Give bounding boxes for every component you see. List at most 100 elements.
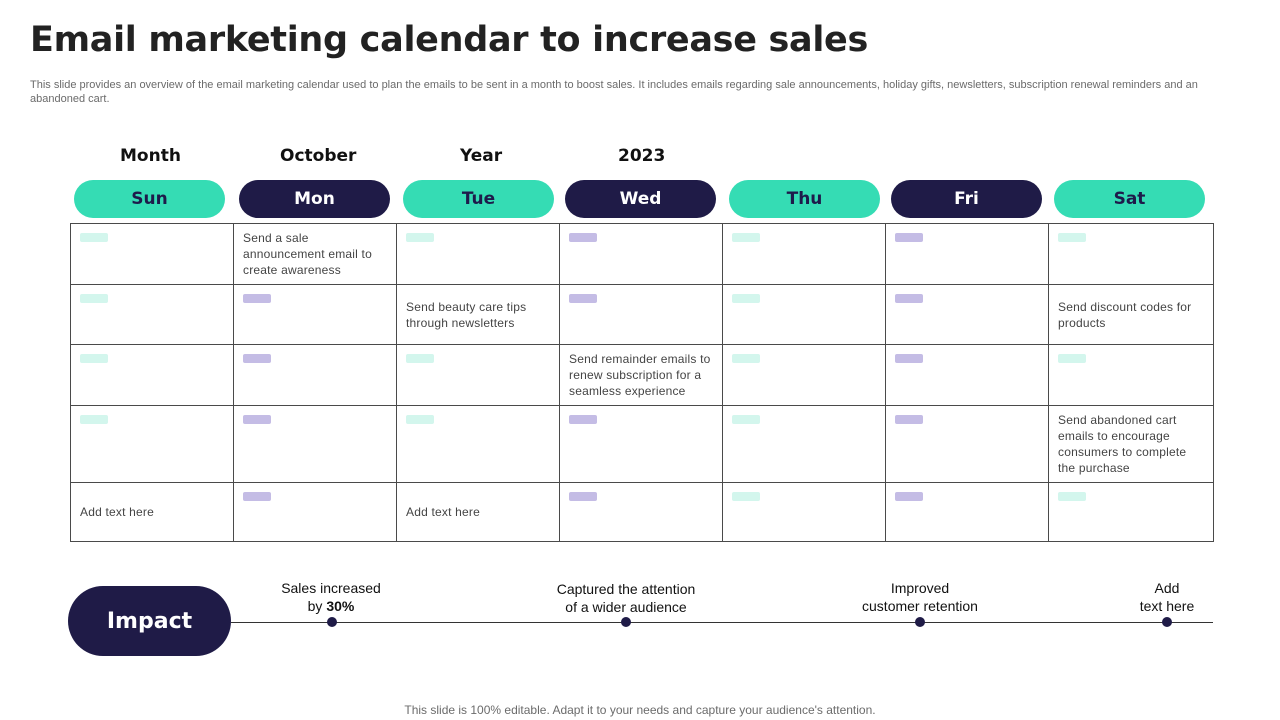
- day-header-thu: Thu: [729, 180, 880, 218]
- calendar-cell: [233, 344, 397, 406]
- milestone-audience: Captured the attention of a wider audien…: [536, 580, 716, 616]
- milestone-sales: Sales increased by 30%: [241, 579, 421, 615]
- milestone-add-text: Add text here: [1077, 579, 1257, 615]
- year-label: Year: [460, 146, 503, 166]
- day-header-fri: Fri: [891, 180, 1042, 218]
- date-placeholder-chip: [243, 492, 271, 501]
- calendar-cell: [559, 482, 723, 542]
- milestone-line2: customer retention: [862, 598, 978, 614]
- calendar-cell: [233, 284, 397, 345]
- date-placeholder-chip: [1058, 492, 1086, 501]
- date-placeholder-chip: [732, 492, 760, 501]
- date-placeholder-chip: [569, 294, 597, 303]
- date-placeholder-chip: [243, 415, 271, 424]
- calendar-cell-text: Send discount codes for products: [1058, 299, 1192, 330]
- impact-label: Impact: [68, 586, 231, 656]
- calendar-cell-text: Add text here: [406, 505, 480, 519]
- impact-timeline: [231, 622, 1213, 623]
- calendar-cell: [722, 284, 886, 345]
- calendar-cell: [885, 482, 1049, 542]
- page-title: Email marketing calendar to increase sal…: [30, 20, 869, 60]
- calendar-cell: [885, 405, 1049, 483]
- calendar-cell: Send a sale announcement email to create…: [233, 223, 397, 285]
- calendar-cell: Send discount codes for products: [1048, 284, 1214, 345]
- timeline-dot: [327, 617, 337, 627]
- month-label: Month: [120, 146, 181, 166]
- date-placeholder-chip: [80, 233, 108, 242]
- timeline-dot: [1162, 617, 1172, 627]
- calendar-cell: [559, 223, 723, 285]
- date-placeholder-chip: [895, 233, 923, 242]
- date-placeholder-chip: [406, 354, 434, 363]
- page-subtitle: This slide provides an overview of the e…: [30, 79, 1198, 105]
- calendar-cell: [70, 344, 234, 406]
- month-value: October: [280, 146, 357, 166]
- date-placeholder-chip: [895, 492, 923, 501]
- calendar-cell: [885, 223, 1049, 285]
- date-placeholder-chip: [732, 354, 760, 363]
- calendar-cell: [722, 223, 886, 285]
- milestone-line1: Add: [1154, 580, 1180, 596]
- calendar-row: Send a sale announcement email to create…: [70, 223, 1214, 285]
- date-placeholder-chip: [243, 294, 271, 303]
- date-placeholder-chip: [243, 354, 271, 363]
- day-header-sun: Sun: [74, 180, 225, 218]
- calendar-cell: Add text here: [70, 482, 234, 542]
- calendar-cell-text: Send remainder emails to renew subscript…: [569, 352, 711, 398]
- date-placeholder-chip: [80, 294, 108, 303]
- calendar-row: Add text here Add text here: [70, 482, 1214, 542]
- calendar-cell: [722, 482, 886, 542]
- calendar-cell: [885, 344, 1049, 406]
- milestone-retention: Improved customer retention: [830, 579, 1010, 615]
- calendar-cell: [1048, 344, 1214, 406]
- calendar-cell: Send remainder emails to renew subscript…: [559, 344, 723, 406]
- calendar-cell: [233, 482, 397, 542]
- timeline-dot: [915, 617, 925, 627]
- date-placeholder-chip: [569, 233, 597, 242]
- timeline-dot: [621, 617, 631, 627]
- calendar-row: Send beauty care tips through newsletter…: [70, 284, 1214, 345]
- year-value: 2023: [618, 146, 666, 166]
- calendar-cell-text: Send a sale announcement email to create…: [243, 231, 372, 277]
- date-placeholder-chip: [732, 294, 760, 303]
- date-placeholder-chip: [80, 354, 108, 363]
- calendar-cell: [70, 405, 234, 483]
- calendar-cell: Add text here: [396, 482, 560, 542]
- date-placeholder-chip: [80, 415, 108, 424]
- date-placeholder-chip: [406, 415, 434, 424]
- day-header-sat: Sat: [1054, 180, 1205, 218]
- day-header-tue: Tue: [403, 180, 554, 218]
- calendar-cell: [1048, 482, 1214, 542]
- calendar-cell: [70, 284, 234, 345]
- day-header-wed: Wed: [565, 180, 716, 218]
- calendar-cell: [1048, 223, 1214, 285]
- footer-note: This slide is 100% editable. Adapt it to…: [404, 703, 876, 717]
- date-placeholder-chip: [895, 415, 923, 424]
- calendar-cell: [70, 223, 234, 285]
- date-placeholder-chip: [895, 354, 923, 363]
- date-placeholder-chip: [1058, 233, 1086, 242]
- calendar-cell: Send abandoned cart emails to encourage …: [1048, 405, 1214, 483]
- date-placeholder-chip: [569, 415, 597, 424]
- date-placeholder-chip: [569, 492, 597, 501]
- milestone-highlight: 30%: [326, 598, 355, 614]
- day-header-mon: Mon: [239, 180, 390, 218]
- date-placeholder-chip: [895, 294, 923, 303]
- calendar-cell: [559, 405, 723, 483]
- calendar-grid: Send a sale announcement email to create…: [70, 223, 1214, 542]
- calendar-row: Send abandoned cart emails to encourage …: [70, 405, 1214, 483]
- date-placeholder-chip: [406, 233, 434, 242]
- calendar-cell-text: Add text here: [80, 505, 154, 519]
- calendar-cell: [885, 284, 1049, 345]
- calendar-cell: [396, 405, 560, 483]
- milestone-line2: by: [307, 598, 327, 614]
- calendar-cell: [722, 344, 886, 406]
- milestone-line1: Improved: [890, 580, 950, 596]
- milestone-line1: Captured the attention: [556, 581, 696, 597]
- calendar-cell: [559, 284, 723, 345]
- milestone-line1: Sales increased: [281, 580, 381, 596]
- calendar-cell: [722, 405, 886, 483]
- calendar-cell: Send beauty care tips through newsletter…: [396, 284, 560, 345]
- milestone-line2: text here: [1139, 598, 1195, 614]
- date-placeholder-chip: [732, 233, 760, 242]
